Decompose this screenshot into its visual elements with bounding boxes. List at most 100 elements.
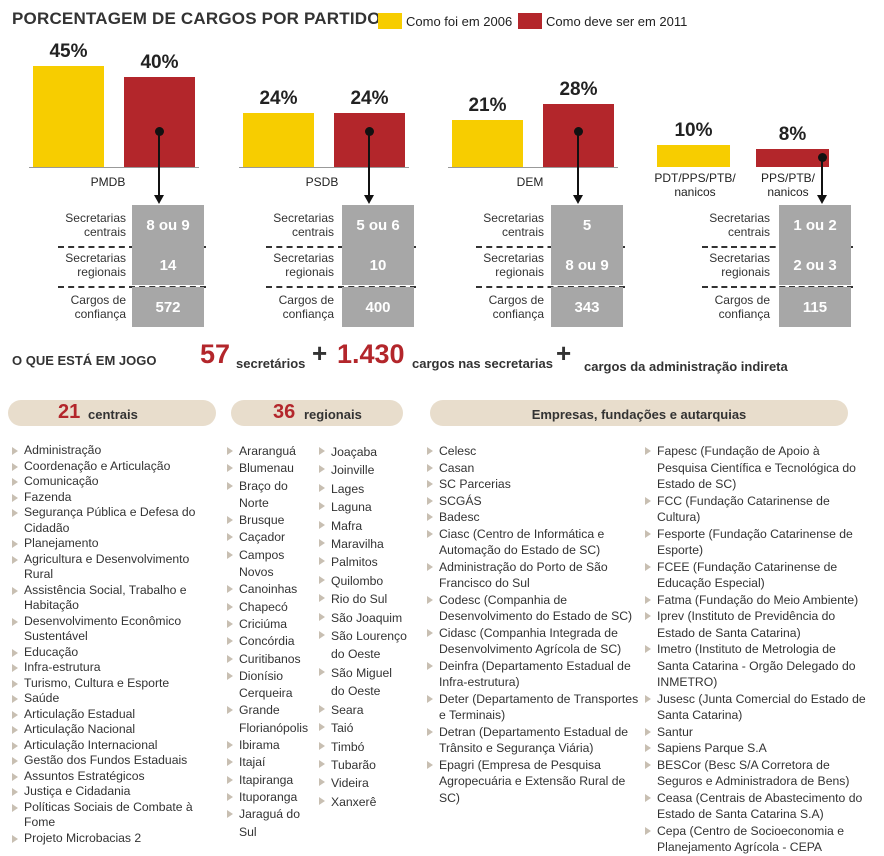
cargos-text: cargos nas secretarias	[412, 356, 553, 371]
bar-value-label: 10%	[674, 119, 713, 141]
list-item: Políticas Sociais de Combate à Fome	[10, 800, 215, 831]
plus-sign: +	[556, 338, 572, 368]
table-divider	[702, 246, 853, 248]
list-item: Assistência Social, Trabalho e Habitação	[10, 583, 215, 614]
list-item: Cepa (Centro de Socioeconomia e Planejam…	[643, 823, 868, 856]
legend-label-2006: Como foi em 2006	[406, 14, 513, 29]
list-item: Concórdia	[225, 633, 317, 650]
table-row-label-centrais: Secretarias centrais	[483, 211, 544, 239]
list-item: Articulação Nacional	[10, 722, 215, 738]
bar-value-label: 24%	[350, 88, 389, 109]
table-row-label-confianca: Cargos de confiança	[714, 293, 770, 321]
list-item: Fazenda	[10, 490, 215, 506]
arrow-down-icon	[817, 195, 827, 204]
list-item: Assuntos Estratégicos	[10, 769, 215, 785]
list-item: Grande Florianópolis	[225, 702, 317, 737]
plus-sign: +	[312, 338, 328, 368]
bar-value-label: 45%	[49, 40, 88, 62]
legend-swatch-2006	[378, 13, 402, 29]
list-item: Infra-estrutura	[10, 660, 215, 676]
list-item: Turismo, Cultura e Esporte	[10, 676, 215, 692]
list-item: Ciasc (Centro de Informática e Automação…	[425, 526, 643, 559]
centrais-label: centrais	[88, 407, 138, 422]
party-label-nanicos-2011: PPS/PTB/ nanicos	[748, 171, 828, 199]
table-row-label-regionais: Secretarias regionais	[709, 251, 770, 279]
list-item: São Lourenço do Oeste	[317, 627, 407, 664]
regionais-list-col1: Araranguá Blumenau Braço do Norte Brusque Ca…	[225, 443, 317, 841]
regionais-label: regionais	[304, 407, 362, 422]
list-item: Articulação Estadual	[10, 707, 215, 723]
party-label-pmdb: PMDB	[90, 175, 126, 189]
list-item: FCC (Fundação Catarinense de Cultura)	[643, 493, 868, 526]
pill-regionais: 36 regionais	[231, 400, 403, 426]
list-item: SCGÁS	[425, 493, 643, 510]
centrais-count: 21	[58, 401, 81, 423]
list-item: Deinfra (Departamento Estadual de Infra-…	[425, 658, 643, 691]
bar-dem-2006	[452, 119, 523, 167]
list-item: Educação	[10, 645, 215, 661]
list-item: Jusesc (Junta Comercial do Estado de San…	[643, 691, 868, 724]
table-divider	[702, 286, 853, 288]
bar-baseline	[448, 167, 618, 168]
list-item: Campos Novos	[225, 547, 317, 582]
list-item: Badesc	[425, 509, 643, 526]
party-label-line: PPS/PTB/	[760, 171, 816, 185]
party-label-line: nanicos	[767, 185, 809, 199]
list-item: Fesporte (Fundação Catarinense de Esport…	[643, 526, 868, 559]
regionais-list-col2: Joaçaba Joinville Lages Laguna Mafra Maravilh…	[317, 443, 407, 811]
list-item: Criciúma	[225, 616, 317, 633]
list-item: Palmitos	[317, 553, 407, 571]
bar-value-label: 28%	[559, 79, 598, 100]
regionais-count: 36	[273, 401, 296, 423]
party-label-psdb: PSDB	[305, 175, 339, 189]
list-item: Xanxerê	[317, 793, 407, 811]
indireta-text: cargos da administração indireta	[584, 359, 788, 374]
list-item: Mafra	[317, 517, 407, 535]
table-row-label-centrais: Secretarias centrais	[65, 211, 126, 239]
table-value-centrais: 1 ou 2	[779, 205, 851, 245]
list-item: Rio do Sul	[317, 590, 407, 608]
list-item: Comunicação	[10, 474, 215, 490]
bar-baseline	[29, 167, 199, 168]
list-item: Epagri (Empresa de Pesquisa Agropecuária…	[425, 757, 643, 807]
list-item: Canoinhas	[225, 581, 317, 598]
list-item: Taió	[317, 719, 407, 737]
list-item: Seara	[317, 701, 407, 719]
table-row-label-regionais: Secretarias regionais	[65, 251, 126, 279]
bar-psdb-2006	[243, 113, 314, 167]
list-item: Articulação Internacional	[10, 738, 215, 754]
list-item: Tubarão	[317, 756, 407, 774]
list-item: Iprev (Instituto de Previdência do Estad…	[643, 608, 868, 641]
legend-swatch-2011	[518, 13, 542, 29]
list-item: SC Parcerias	[425, 476, 643, 493]
list-item: Imetro (Instituto de Metrologia de Santa…	[643, 641, 868, 691]
bar-value-label: 24%	[259, 88, 298, 109]
table-row-label-regionais: Secretarias regionais	[273, 251, 334, 279]
list-item: Administração do Porto de São Francisco …	[425, 559, 643, 592]
list-item: Gestão dos Fundos Estaduais	[10, 753, 215, 769]
list-item: Videira	[317, 774, 407, 792]
list-item: Desenvolvimento Econômico Sustentável	[10, 614, 215, 645]
arrow-line	[368, 131, 370, 196]
bar-baseline	[239, 167, 409, 168]
list-item: Projeto Microbacias 2	[10, 831, 215, 847]
list-item: Segurança Pública e Defesa do Cidadão	[10, 505, 215, 536]
list-item: Agricultura e Desenvolvimento Rural	[10, 552, 215, 583]
table-value-confianca: 115	[779, 287, 851, 327]
list-item: Blumenau	[225, 460, 317, 477]
list-item: Saúde	[10, 691, 215, 707]
list-item: Planejamento	[10, 536, 215, 552]
list-item: Santur	[643, 724, 868, 741]
list-item: Justiça e Cidadania	[10, 784, 215, 800]
list-item: BESCor (Besc S/A Corretora de Seguros e …	[643, 757, 868, 790]
table-value-regionais: 2 ou 3	[779, 245, 851, 285]
table-value-confianca: 572	[132, 287, 204, 327]
party-label-line: PDT/PPS/PTB/	[654, 171, 736, 185]
list-item: Ibirama	[225, 737, 317, 754]
list-item: São Miguel do Oeste	[317, 664, 407, 701]
centrais-list: Administração Coordenação e Articulação Co…	[10, 443, 215, 846]
list-item: Joaçaba	[317, 443, 407, 461]
pill-empresas: Empresas, fundações e autarquias	[430, 400, 848, 426]
list-item: Braço do Norte	[225, 478, 317, 513]
table-value-confianca: 400	[342, 287, 414, 327]
